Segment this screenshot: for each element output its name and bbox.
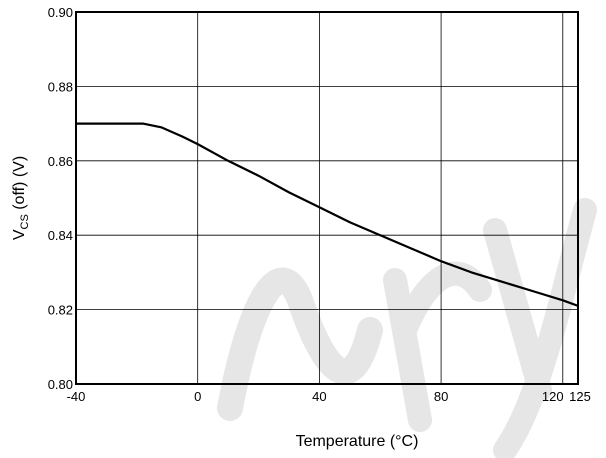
x-tick-label: 0 xyxy=(194,389,201,404)
x-tick-label: 125 xyxy=(569,389,591,404)
y-tick-label: 0.88 xyxy=(48,79,73,94)
y-axis-title-main: V xyxy=(11,229,28,240)
series-line xyxy=(76,122,579,307)
x-tick-label: -40 xyxy=(67,389,86,404)
x-tick-label: 80 xyxy=(434,389,448,404)
watermark-stroke-3 xyxy=(483,198,597,458)
y-axis-title-rest: (off) (V) xyxy=(11,156,28,214)
watermark-stroke-1 xyxy=(217,267,383,421)
x-axis-title: Temperature (°C) xyxy=(296,433,419,450)
y-tick-label: 0.82 xyxy=(48,303,73,318)
y-axis-title-sub: CS xyxy=(19,214,31,229)
series-layer xyxy=(76,122,579,307)
x-tick-label: 120 xyxy=(542,389,564,404)
y-axis-title: VCS (off) (V) xyxy=(11,156,31,240)
plot-frame xyxy=(75,11,579,385)
y-tick-label: 0.84 xyxy=(48,228,73,243)
tick-labels: -40 0 40 80 120 125 0.80 0.82 0.84 0.86 0.88 0.90 xyxy=(48,5,591,404)
y-tick-label: 0.86 xyxy=(48,154,73,169)
x-tick-label: 40 xyxy=(312,389,326,404)
watermark-stroke-2 xyxy=(383,261,492,432)
watermark xyxy=(217,198,597,458)
y-tick-label: 0.80 xyxy=(48,377,73,392)
grid xyxy=(76,12,578,384)
y-tick-label: 0.90 xyxy=(48,5,73,20)
